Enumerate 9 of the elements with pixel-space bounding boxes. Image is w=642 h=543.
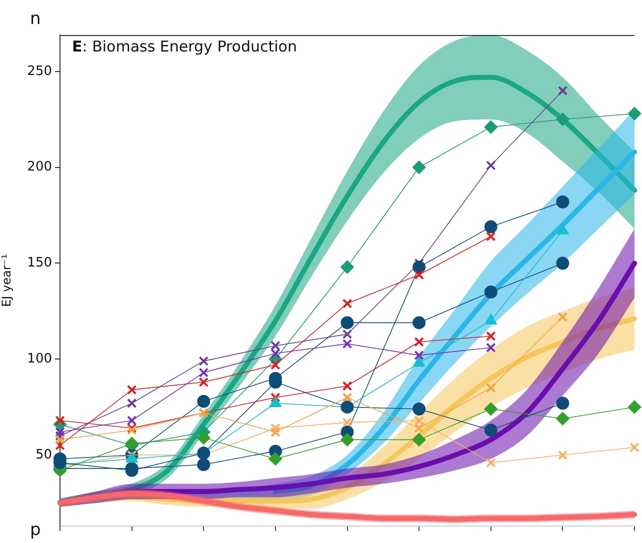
chart-title: E: Biomass Energy Production (72, 37, 297, 56)
y-tick-label: 200 (27, 160, 52, 175)
y-tick-label: 150 (27, 256, 52, 271)
y-tick-label: 250 (27, 64, 52, 79)
y-tick-label: 50 (35, 447, 52, 462)
y-tick-label: 100 (27, 352, 52, 367)
text: p (30, 520, 41, 540)
text: n (30, 9, 41, 29)
y-axis-title: EJ year⁻¹ (0, 254, 14, 307)
